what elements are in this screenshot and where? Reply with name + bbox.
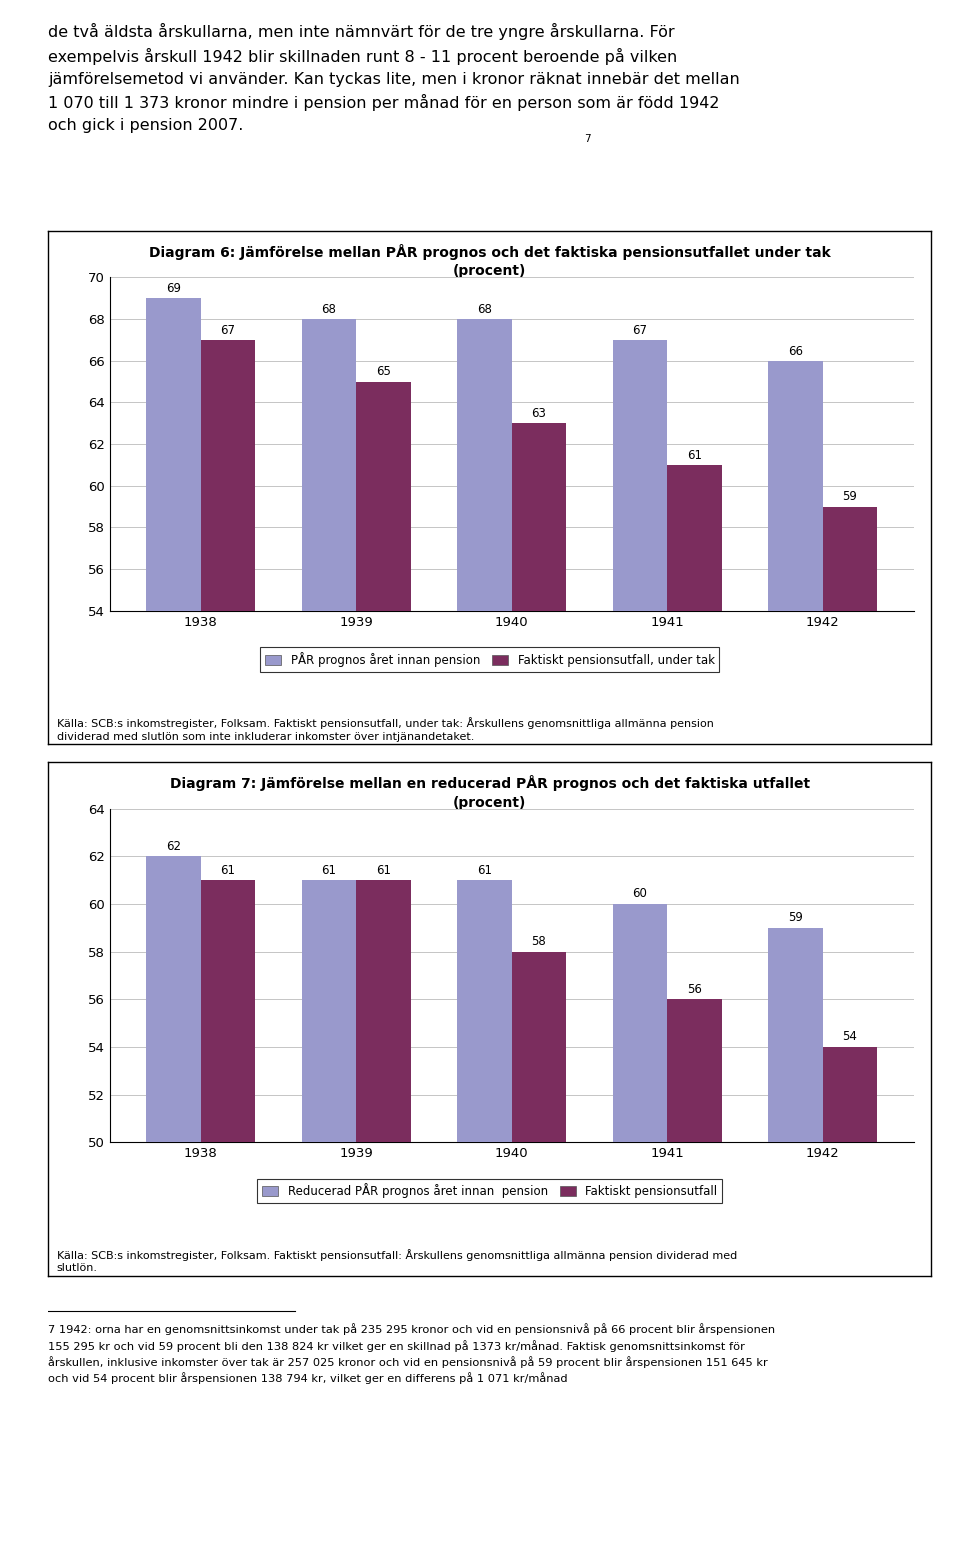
Text: Diagram 6: Jämförelse mellan PÅR prognos och det faktiska pensionsutfallet under: Diagram 6: Jämförelse mellan PÅR prognos… [149,244,830,278]
Text: 7: 7 [584,135,590,144]
Text: Källa: SCB:s inkomstregister, Folksam. Faktiskt pensionsutfall: Årskullens genom: Källa: SCB:s inkomstregister, Folksam. F… [57,1248,737,1273]
Text: de två äldsta årskullarna, men inte nämnvärt för de tre yngre årskullarna. För
e: de två äldsta årskullarna, men inte nämn… [48,23,740,133]
Legend: PÅR prognos året innan pension, Faktiskt pensionsutfall, under tak: PÅR prognos året innan pension, Faktiskt… [260,647,719,671]
Legend: Reducerad PÅR prognos året innan  pension, Faktiskt pensionsutfall: Reducerad PÅR prognos året innan pension… [257,1179,722,1204]
Text: Diagram 7: Jämförelse mellan en reducerad PÅR prognos och det faktiska utfallet
: Diagram 7: Jämförelse mellan en reducera… [170,775,809,809]
Text: Källa: SCB:s inkomstregister, Folksam. Faktiskt pensionsutfall, under tak: Årsku: Källa: SCB:s inkomstregister, Folksam. F… [57,718,713,741]
Text: 7 1942: orna har en genomsnittsinkomst under tak på 235 295 kronor och vid en pe: 7 1942: orna har en genomsnittsinkomst u… [48,1323,775,1385]
